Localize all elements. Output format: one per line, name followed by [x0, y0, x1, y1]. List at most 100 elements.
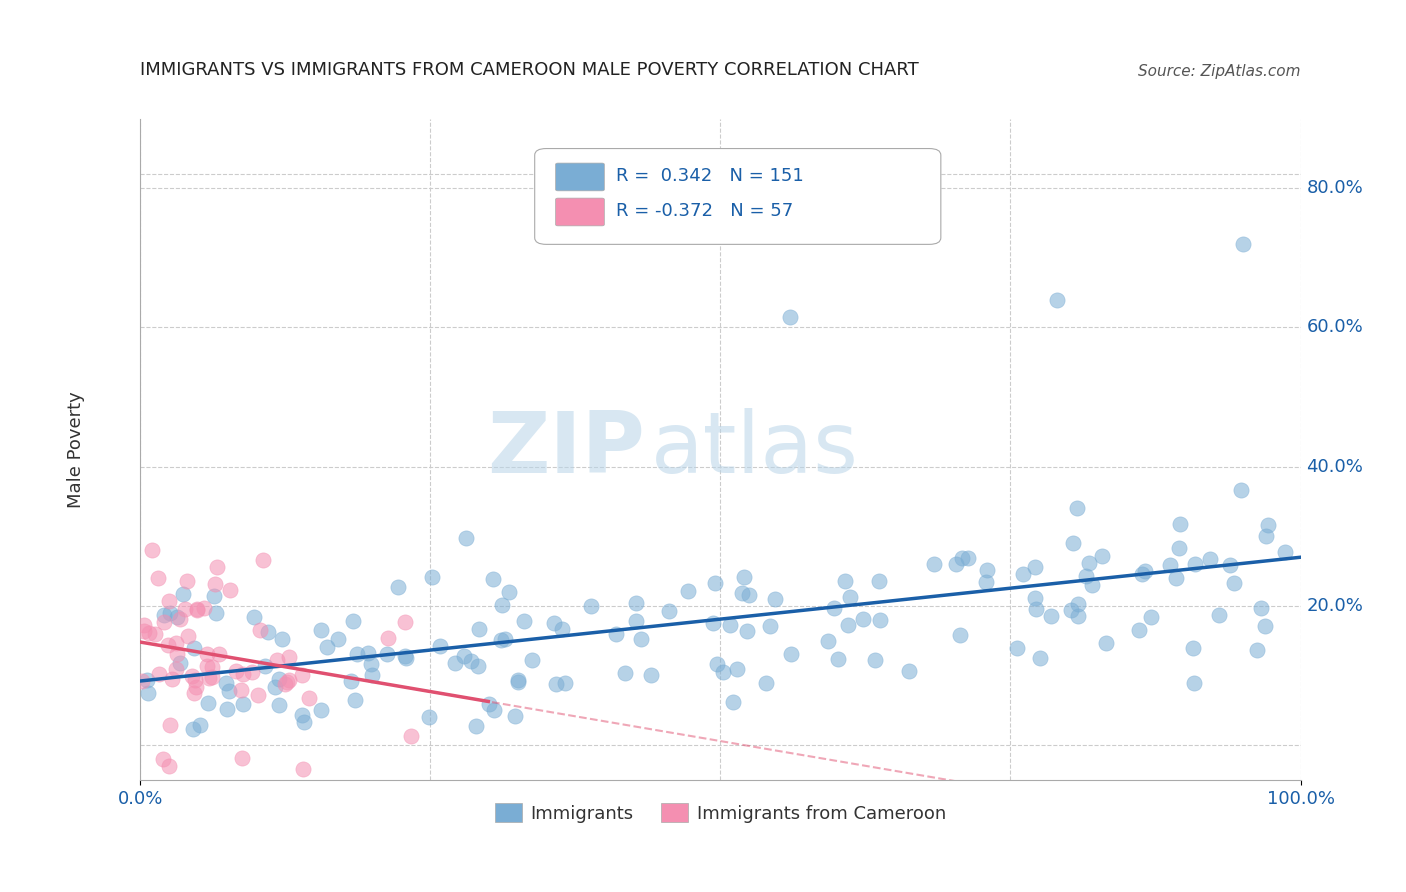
Point: [232, 697, 254, 711]
Point: [554, 676, 576, 690]
Point: [489, 632, 512, 647]
Point: [852, 612, 875, 626]
Point: [277, 650, 299, 665]
Text: 80.0%: 80.0%: [1306, 179, 1362, 197]
Point: [551, 622, 574, 636]
Point: [270, 632, 292, 647]
Point: [195, 658, 218, 673]
Point: [134, 624, 156, 639]
Point: [267, 698, 290, 713]
Point: [626, 596, 648, 610]
Point: [360, 668, 382, 682]
Point: [146, 571, 169, 585]
Point: [377, 632, 399, 646]
Point: [976, 563, 998, 577]
Point: [340, 673, 363, 688]
Point: [1168, 516, 1191, 531]
Point: [208, 648, 231, 662]
Text: 20.0%: 20.0%: [1306, 597, 1364, 615]
Point: [193, 600, 215, 615]
Point: [184, 680, 207, 694]
Point: [1060, 603, 1083, 617]
Point: [153, 615, 176, 629]
Point: [506, 674, 529, 689]
Point: [676, 584, 699, 599]
Point: [394, 615, 416, 629]
Point: [759, 619, 782, 633]
Point: [183, 641, 205, 656]
Point: [863, 653, 886, 667]
Point: [165, 635, 187, 649]
Point: [1199, 552, 1222, 566]
Point: [201, 660, 224, 674]
Point: [225, 664, 247, 678]
Point: [733, 569, 755, 583]
Point: [269, 672, 291, 686]
Point: [342, 615, 364, 629]
Point: [356, 646, 378, 660]
Point: [1091, 549, 1114, 563]
FancyBboxPatch shape: [534, 149, 941, 244]
Point: [153, 607, 176, 622]
Text: ZIP: ZIP: [488, 408, 645, 491]
Point: [1159, 558, 1181, 572]
Point: [278, 673, 301, 687]
Point: [718, 618, 741, 632]
Text: R =  0.342   N = 151: R = 0.342 N = 151: [616, 168, 804, 186]
Point: [141, 543, 163, 558]
Point: [176, 574, 198, 589]
Legend: Immigrants, Immigrants from Cameroon: Immigrants, Immigrants from Cameroon: [488, 797, 953, 830]
Point: [1257, 518, 1279, 533]
Point: [186, 601, 208, 615]
Point: [1066, 501, 1088, 516]
Point: [309, 624, 332, 638]
Point: [491, 599, 513, 613]
Point: [1232, 237, 1254, 252]
Point: [834, 574, 856, 588]
Point: [1184, 557, 1206, 571]
Point: [624, 614, 647, 628]
Point: [1246, 643, 1268, 657]
Point: [429, 640, 451, 654]
Point: [202, 590, 225, 604]
Point: [513, 615, 536, 629]
Point: [1095, 635, 1118, 649]
Point: [132, 617, 155, 632]
Point: [949, 628, 972, 642]
Point: [247, 688, 270, 702]
Point: [157, 758, 180, 772]
Point: [543, 615, 565, 630]
Point: [1274, 545, 1296, 559]
Point: [779, 310, 801, 324]
Point: [254, 659, 277, 673]
Point: [763, 592, 786, 607]
Point: [131, 674, 153, 689]
Point: [188, 718, 211, 732]
Point: [546, 677, 568, 691]
Point: [152, 752, 174, 766]
Point: [706, 657, 728, 672]
Point: [205, 559, 228, 574]
Point: [605, 627, 627, 641]
Point: [215, 676, 238, 690]
Point: [444, 656, 467, 670]
Point: [183, 673, 205, 688]
Point: [197, 696, 219, 710]
Text: 40.0%: 40.0%: [1306, 458, 1364, 475]
Point: [1005, 640, 1028, 655]
Point: [1164, 571, 1187, 585]
Point: [1025, 602, 1047, 616]
Point: [291, 667, 314, 681]
Point: [375, 648, 398, 662]
Point: [291, 707, 314, 722]
Point: [218, 684, 240, 698]
Point: [1062, 536, 1084, 550]
Point: [755, 676, 778, 690]
Point: [731, 585, 754, 599]
Point: [1182, 675, 1205, 690]
Point: [1028, 650, 1050, 665]
Point: [204, 606, 226, 620]
Point: [263, 680, 285, 694]
Point: [197, 647, 219, 661]
Text: 0.0%: 0.0%: [118, 790, 163, 808]
